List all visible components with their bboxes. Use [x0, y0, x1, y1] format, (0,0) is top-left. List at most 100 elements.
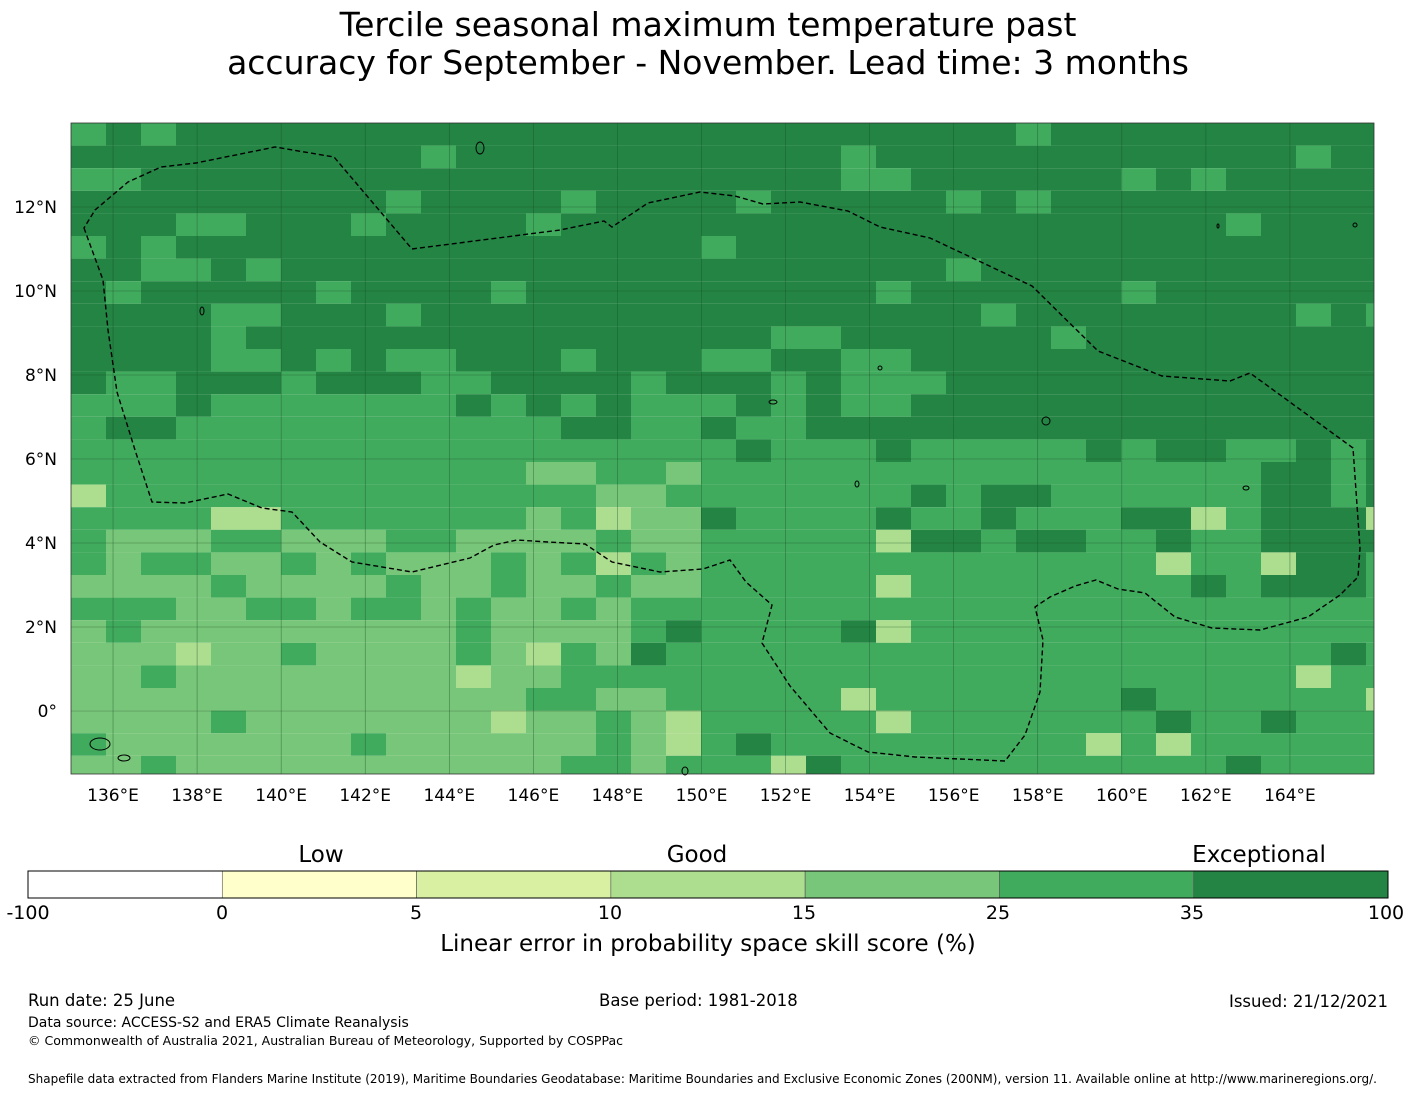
grid-cell: [141, 258, 176, 282]
grid-cell: [456, 529, 491, 553]
grid-cell: [876, 416, 911, 440]
grid-cell: [701, 326, 736, 349]
grid-cell: [491, 710, 526, 734]
grid-cell: [1366, 665, 1374, 688]
grid-cell: [386, 755, 421, 774]
grid-cell: [701, 484, 736, 508]
grid-cell: [456, 236, 491, 259]
map-title-line2: accuracy for September - November. Lead …: [227, 43, 1189, 82]
grid-cell: [351, 236, 386, 259]
grid-cell: [1226, 371, 1261, 395]
grid-cell: [106, 575, 141, 598]
grid-cell: [316, 123, 351, 146]
grid-cell: [1226, 439, 1261, 462]
grid-cell: [386, 642, 421, 666]
grid-cell: [421, 303, 456, 327]
grid-cell: [876, 349, 911, 372]
grid-cell: [281, 326, 316, 349]
grid-cell: [946, 394, 981, 417]
grid-cell: [876, 552, 911, 575]
grid-cell: [946, 733, 981, 756]
grid-cell: [351, 529, 386, 553]
colorbar-tick: 0: [215, 902, 229, 924]
grid-cell: [1261, 213, 1296, 236]
grid-cell: [771, 755, 806, 774]
grid-cell: [736, 349, 771, 372]
island-outline: [199, 306, 205, 316]
grid-cell: [1156, 755, 1191, 774]
grid-cell: [1051, 168, 1086, 191]
grid-cell: [596, 552, 631, 575]
base-period: Base period: 1981-2018: [599, 991, 798, 1010]
grid-cell: [666, 552, 701, 575]
grid-cell: [946, 236, 981, 259]
grid-cell: [876, 597, 911, 621]
grid-cell: [1261, 620, 1296, 643]
map-title: Tercile seasonal maximum temperature pas…: [0, 6, 1416, 82]
lat-tick-label: 0°: [38, 702, 57, 722]
grid-cell: [771, 688, 806, 711]
grid-cell: [631, 326, 666, 349]
island-outline: [89, 737, 111, 751]
grid-cell: [246, 710, 281, 734]
grid-cell: [1086, 575, 1121, 598]
skill-grid: [71, 123, 1374, 774]
run-date: Run date: 25 June: [28, 991, 176, 1010]
grid-cell: [316, 733, 351, 756]
grid-cell: [141, 462, 176, 485]
grid-cell: [1226, 349, 1261, 372]
grid-cell: [631, 213, 666, 236]
grid-cell: [806, 258, 841, 282]
grid-cell: [1296, 484, 1331, 508]
grid-cell: [561, 258, 596, 282]
grid-cell: [876, 281, 911, 304]
grid-cell: [1121, 529, 1156, 553]
colorbar-swatch: [999, 870, 1195, 899]
grid-cell: [981, 620, 1016, 643]
grid-cell: [1366, 236, 1374, 259]
grid-cell: [911, 213, 946, 236]
grid-cell: [1051, 349, 1086, 372]
grid-cell: [806, 665, 841, 688]
grid-cell: [71, 529, 106, 553]
grid-cell: [386, 349, 421, 372]
grid-cell: [841, 236, 876, 259]
grid-cell: [1051, 123, 1086, 146]
grid-cell: [841, 303, 876, 327]
grid-cell: [456, 462, 491, 485]
grid-cell: [176, 236, 211, 259]
grid-cell: [211, 755, 246, 774]
grid-cell: [1156, 326, 1191, 349]
grid-cell: [1191, 349, 1226, 372]
grid-cell: [386, 620, 421, 643]
grid-cell: [246, 597, 281, 621]
grid-cell: [841, 597, 876, 621]
grid-cell: [386, 281, 421, 304]
grid-cell: [1086, 733, 1121, 756]
grid-cell: [946, 349, 981, 372]
grid-cell: [1226, 665, 1261, 688]
grid-cell: [946, 371, 981, 395]
grid-cell: [911, 236, 946, 259]
grid-cell: [526, 145, 561, 169]
grid-cell: [981, 688, 1016, 711]
grid-cell: [946, 190, 981, 214]
grid-cell: [701, 371, 736, 395]
grid-cell: [876, 642, 911, 666]
grid-cell: [281, 258, 316, 282]
grid-cell: [561, 326, 596, 349]
grid-cell: [736, 710, 771, 734]
grid-cell: [1191, 529, 1226, 553]
grid-cell: [946, 665, 981, 688]
grid-cell: [386, 145, 421, 169]
grid-cell: [736, 281, 771, 304]
grid-cell: [526, 236, 561, 259]
grid-cell: [246, 620, 281, 643]
grid-cell: [771, 507, 806, 530]
grid-cell: [351, 755, 386, 774]
grid-cell: [1156, 439, 1191, 462]
grid-cell: [176, 258, 211, 282]
grid-cell: [1121, 145, 1156, 169]
grid-cell: [176, 123, 211, 146]
grid-cell: [981, 529, 1016, 553]
